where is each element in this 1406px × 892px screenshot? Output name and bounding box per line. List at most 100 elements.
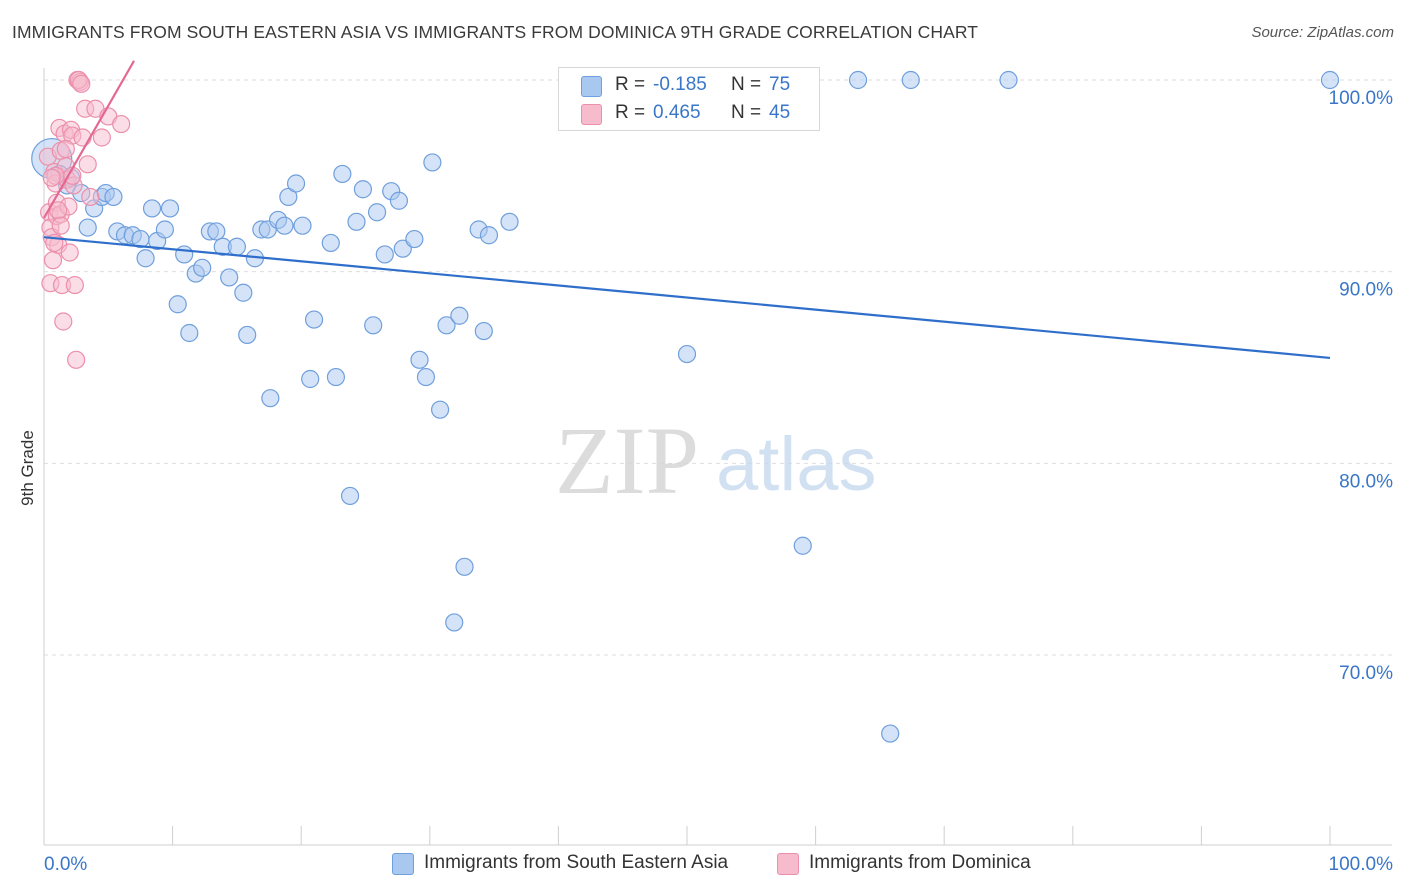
point-southeast-asia: [848, 70, 868, 90]
point-dominica: [92, 128, 111, 147]
point-southeast-asia: [347, 212, 366, 231]
point-southeast-asia: [104, 187, 123, 207]
watermark-zip: ZIP: [555, 407, 699, 514]
y-axis-title: 9th Grade: [16, 420, 40, 520]
x-tick-label: 100.0%: [1329, 854, 1394, 875]
legend-n-value: 75: [769, 74, 791, 95]
point-southeast-asia: [423, 153, 442, 172]
point-southeast-asia: [416, 367, 436, 387]
legend-n-label: N =: [731, 74, 762, 95]
point-southeast-asia: [353, 180, 373, 199]
point-southeast-asia: [389, 191, 409, 210]
point-southeast-asia: [220, 268, 239, 287]
point-dominica: [73, 128, 92, 147]
legend-r-value: -0.185: [653, 74, 707, 95]
point-dominica: [43, 251, 63, 270]
point-southeast-asia: [155, 220, 174, 239]
point-southeast-asia: [445, 613, 464, 632]
point-southeast-asia: [321, 233, 340, 253]
point-dominica: [81, 187, 100, 207]
point-southeast-asia: [207, 222, 226, 241]
point-dominica: [67, 350, 86, 369]
point-southeast-asia: [227, 237, 246, 256]
point-southeast-asia: [142, 199, 162, 218]
point-dominica: [54, 312, 73, 331]
point-southeast-asia: [175, 245, 194, 264]
series-legend: Immigrants from South Eastern Asia Immig…: [0, 852, 1406, 878]
point-southeast-asia: [193, 258, 212, 277]
point-southeast-asia: [677, 344, 697, 364]
point-southeast-asia: [238, 325, 257, 345]
point-southeast-asia: [364, 316, 383, 335]
point-southeast-asia: [333, 164, 352, 184]
point-dominica: [51, 216, 70, 235]
series-legend-label: Immigrants from South Eastern Asia: [424, 852, 729, 873]
legend-r-value: 0.465: [653, 102, 701, 123]
x-tick-label: 0.0%: [44, 854, 87, 875]
point-southeast-asia: [340, 486, 360, 506]
point-southeast-asia: [160, 199, 180, 218]
point-southeast-asia: [474, 321, 493, 341]
point-southeast-asia: [901, 70, 920, 90]
axis-layer: [43, 68, 1392, 846]
point-dominica: [65, 275, 84, 295]
legend-n-label: N =: [731, 102, 762, 123]
legend-r-label: R =: [615, 74, 646, 95]
point-southeast-asia: [500, 212, 519, 231]
legend-r-label: R =: [615, 102, 646, 123]
point-dominica: [60, 243, 79, 262]
point-dominica: [42, 168, 61, 187]
point-southeast-asia: [1320, 70, 1340, 90]
point-southeast-asia: [405, 229, 424, 249]
point-southeast-asia: [304, 310, 324, 329]
series-swatch-pink: [777, 853, 799, 875]
point-southeast-asia: [793, 536, 812, 555]
chart-title: IMMIGRANTS FROM SOUTH EASTERN ASIA VS IM…: [12, 22, 979, 42]
y-tick-label: 80.0%: [1339, 471, 1393, 492]
point-southeast-asia: [286, 174, 306, 193]
legend-n-value: 45: [769, 102, 791, 123]
point-southeast-asia: [326, 367, 346, 387]
trend-layer: [43, 60, 1331, 360]
point-dominica: [78, 155, 97, 174]
y-axis-title-text: 9th Grade: [18, 430, 37, 506]
y-tick-label: 90.0%: [1339, 280, 1393, 301]
point-southeast-asia: [375, 245, 394, 264]
point-southeast-asia: [450, 306, 469, 325]
point-southeast-asia: [455, 557, 474, 576]
point-southeast-asia: [437, 316, 456, 335]
series-swatch-blue: [392, 853, 414, 875]
trend-line-southeast-asia: [43, 236, 1331, 360]
tick-label-layer: 100.0% 90.0% 80.0% 70.0% 0.0% 100.0%: [44, 88, 1393, 875]
point-southeast-asia: [881, 724, 900, 743]
point-southeast-asia: [301, 369, 320, 389]
point-southeast-asia: [279, 187, 298, 207]
watermark: ZIP atlas: [555, 407, 877, 514]
y-tick-label: 100.0%: [1329, 88, 1394, 109]
source-label: Source: ZipAtlas.com: [1251, 24, 1394, 41]
point-southeast-asia: [410, 350, 429, 369]
points-layer: [31, 70, 1340, 743]
legend-swatch-blue: [581, 76, 602, 97]
point-southeast-asia: [479, 226, 499, 245]
point-dominica: [112, 114, 131, 134]
point-southeast-asia: [367, 203, 387, 222]
point-southeast-asia: [168, 295, 187, 314]
watermark-atlas: atlas: [716, 422, 877, 507]
trend-line-dominica: [43, 60, 135, 219]
point-dominica: [72, 74, 91, 93]
point-southeast-asia: [234, 283, 253, 302]
legend-swatch-pink: [581, 104, 602, 125]
grid-layer: [44, 79, 1392, 656]
series-legend-label: Immigrants from Dominica: [809, 852, 1031, 873]
point-dominica: [56, 139, 75, 159]
point-southeast-asia: [180, 323, 199, 343]
point-southeast-asia: [999, 70, 1018, 90]
point-southeast-asia: [275, 216, 294, 235]
y-tick-label: 70.0%: [1339, 663, 1393, 684]
point-southeast-asia: [136, 249, 155, 268]
stats-legend: R = -0.185 N = 75 R = 0.465 N = 45: [558, 67, 820, 131]
point-southeast-asia: [261, 389, 280, 408]
point-southeast-asia: [78, 218, 97, 237]
